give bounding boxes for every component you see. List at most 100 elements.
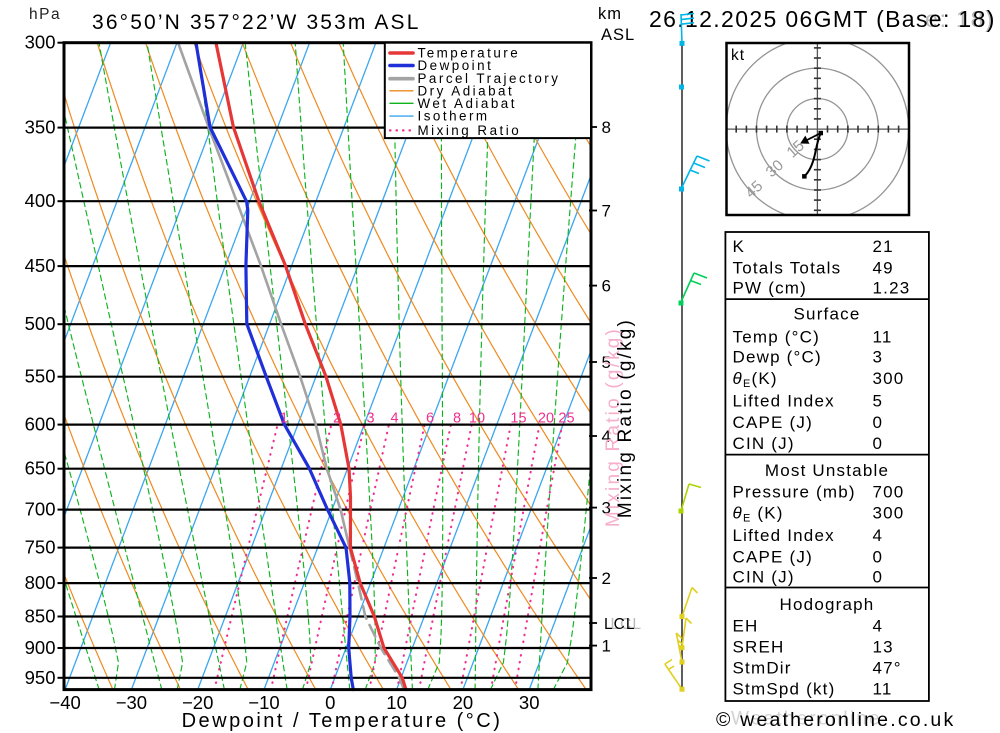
svg-text:Parcel Trajectory: Parcel Trajectory bbox=[418, 71, 561, 86]
svg-text:−40: −40 bbox=[49, 692, 80, 713]
svg-text:800: 800 bbox=[25, 572, 56, 593]
svg-text:0: 0 bbox=[873, 548, 884, 567]
svg-text:Mixing Ratio (g/kg): Mixing Ratio (g/kg) bbox=[615, 318, 636, 518]
svg-text:StmDir: StmDir bbox=[733, 659, 792, 678]
svg-text:850: 850 bbox=[25, 606, 56, 627]
svg-text:−10: −10 bbox=[248, 692, 279, 713]
svg-text:© weatheronline.co.uk: © weatheronline.co.uk bbox=[716, 709, 955, 731]
svg-text:26.12.2025 06GMT (Base: 18): 26.12.2025 06GMT (Base: 18) bbox=[649, 6, 996, 32]
svg-text:11: 11 bbox=[873, 680, 893, 699]
svg-text:400: 400 bbox=[25, 190, 56, 211]
svg-text:θE (K): θE (K) bbox=[733, 504, 784, 525]
svg-text:Most Unstable: Most Unstable bbox=[765, 461, 889, 480]
svg-text:21: 21 bbox=[873, 237, 894, 256]
svg-text:30: 30 bbox=[763, 157, 787, 181]
svg-text:LCL: LCL bbox=[604, 616, 635, 633]
svg-text:300: 300 bbox=[873, 504, 905, 523]
svg-text:4: 4 bbox=[873, 617, 884, 636]
svg-text:47°: 47° bbox=[873, 659, 902, 678]
svg-text:hPa: hPa bbox=[29, 6, 61, 23]
svg-text:K: K bbox=[733, 237, 746, 256]
svg-text:750: 750 bbox=[25, 537, 56, 558]
svg-text:3: 3 bbox=[873, 348, 884, 367]
svg-text:950: 950 bbox=[25, 667, 56, 688]
svg-text:θE(K): θE(K) bbox=[733, 369, 778, 390]
svg-text:Mixing Ratio: Mixing Ratio bbox=[418, 123, 522, 138]
svg-text:2: 2 bbox=[333, 411, 341, 427]
svg-text:Lifted Index: Lifted Index bbox=[733, 392, 835, 411]
svg-text:0: 0 bbox=[873, 568, 884, 587]
svg-text:15: 15 bbox=[510, 411, 526, 427]
svg-text:7: 7 bbox=[602, 202, 611, 221]
svg-text:6: 6 bbox=[602, 277, 611, 296]
svg-text:300: 300 bbox=[873, 369, 905, 388]
svg-text:Mixing Ratio (g/kg): Mixing Ratio (g/kg) bbox=[603, 327, 624, 527]
svg-text:Dewpoint: Dewpoint bbox=[418, 58, 494, 73]
svg-text:300: 300 bbox=[25, 32, 56, 53]
svg-text:4: 4 bbox=[873, 526, 884, 545]
svg-text:Dry Adiabat: Dry Adiabat bbox=[418, 83, 515, 98]
svg-text:0: 0 bbox=[873, 413, 884, 432]
svg-text:1: 1 bbox=[602, 637, 611, 656]
svg-text:550: 550 bbox=[25, 366, 56, 387]
svg-text:Lifted Index: Lifted Index bbox=[733, 526, 835, 545]
svg-text:kt: kt bbox=[731, 47, 745, 64]
svg-text:2: 2 bbox=[602, 569, 611, 588]
svg-text:450: 450 bbox=[25, 255, 56, 276]
svg-text:25: 25 bbox=[558, 411, 574, 427]
svg-text:ASL: ASL bbox=[601, 26, 635, 44]
svg-text:5: 5 bbox=[873, 392, 884, 411]
svg-text:Dewpoint / Temperature (°C): Dewpoint / Temperature (°C) bbox=[182, 710, 503, 732]
svg-text:45: 45 bbox=[742, 178, 766, 202]
svg-text:Pressure (mb): Pressure (mb) bbox=[733, 483, 856, 502]
svg-text:−30: −30 bbox=[116, 692, 147, 713]
svg-text:5: 5 bbox=[602, 353, 611, 372]
svg-text:11: 11 bbox=[873, 327, 893, 346]
svg-text:EH: EH bbox=[733, 617, 759, 636]
svg-text:CAPE (J): CAPE (J) bbox=[733, 413, 813, 432]
svg-text:13: 13 bbox=[873, 638, 894, 657]
svg-text:4: 4 bbox=[602, 427, 611, 446]
svg-text:Wet Adiabat: Wet Adiabat bbox=[418, 96, 517, 111]
svg-text:Dewp (°C): Dewp (°C) bbox=[733, 348, 822, 367]
svg-text:4: 4 bbox=[390, 411, 398, 427]
svg-text:6: 6 bbox=[426, 411, 434, 427]
svg-text:Surface: Surface bbox=[794, 305, 861, 324]
svg-text:10: 10 bbox=[469, 411, 485, 427]
svg-text:Temperature: Temperature bbox=[418, 46, 521, 61]
svg-text:49: 49 bbox=[873, 258, 894, 277]
svg-text:3: 3 bbox=[366, 411, 374, 427]
svg-text:0: 0 bbox=[325, 692, 335, 713]
svg-text:650: 650 bbox=[25, 458, 56, 479]
svg-text:1: 1 bbox=[280, 411, 288, 427]
svg-text:3: 3 bbox=[602, 499, 611, 518]
svg-text:CIN (J): CIN (J) bbox=[733, 568, 795, 587]
svg-text:−20: −20 bbox=[182, 692, 213, 713]
svg-text:LCL: LCL bbox=[611, 616, 642, 633]
svg-text:30: 30 bbox=[519, 692, 540, 713]
svg-text:Weatheronline: Weatheronline bbox=[731, 709, 882, 730]
svg-text:8: 8 bbox=[602, 118, 611, 137]
svg-text:20: 20 bbox=[538, 411, 554, 427]
svg-text:20: 20 bbox=[453, 692, 474, 713]
svg-text:PW (cm): PW (cm) bbox=[733, 279, 808, 298]
svg-text:600: 600 bbox=[25, 414, 56, 435]
svg-text:1.23: 1.23 bbox=[873, 279, 911, 298]
svg-text:CIN (J): CIN (J) bbox=[733, 434, 795, 453]
svg-text:350: 350 bbox=[25, 117, 56, 138]
svg-text:StmSpd (kt): StmSpd (kt) bbox=[733, 680, 836, 699]
svg-text:CAPE (J): CAPE (J) bbox=[733, 548, 813, 567]
svg-text:900: 900 bbox=[25, 637, 56, 658]
svg-text:700: 700 bbox=[25, 499, 56, 520]
svg-text:700: 700 bbox=[873, 483, 905, 502]
svg-text:Hodograph: Hodograph bbox=[780, 595, 875, 614]
svg-text:Totals Totals: Totals Totals bbox=[733, 258, 842, 277]
svg-text:Temp (°C): Temp (°C) bbox=[733, 327, 821, 346]
svg-text:10: 10 bbox=[386, 692, 407, 713]
svg-text:e: 18): e: 18) bbox=[925, 6, 995, 32]
svg-text:SREH: SREH bbox=[733, 638, 785, 657]
svg-text:8: 8 bbox=[453, 411, 461, 427]
svg-text:km: km bbox=[598, 5, 622, 23]
svg-text:500: 500 bbox=[25, 313, 56, 334]
svg-text:0: 0 bbox=[873, 434, 884, 453]
